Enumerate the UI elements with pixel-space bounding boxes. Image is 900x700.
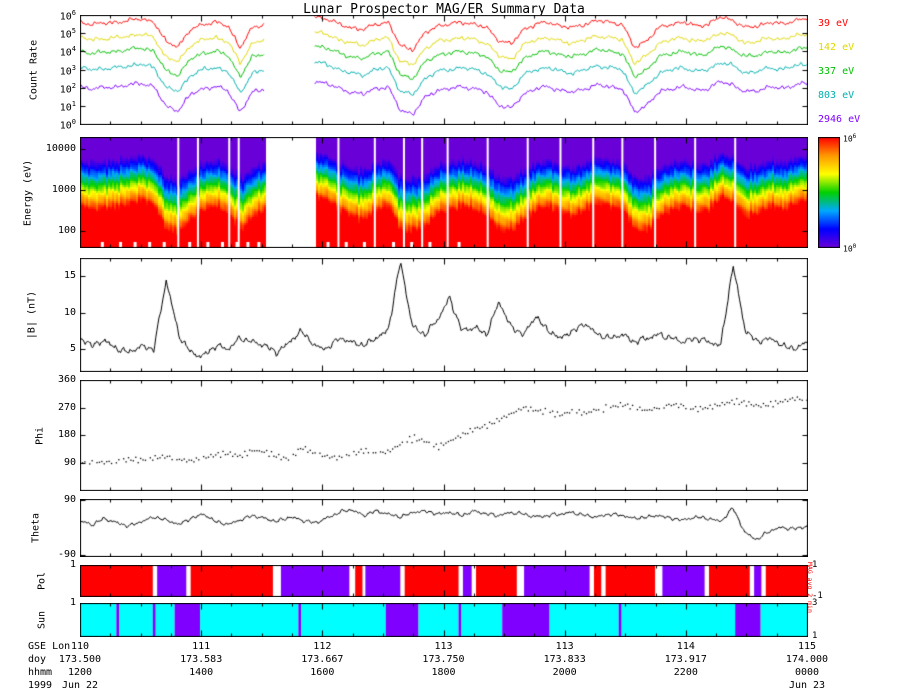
x-tick-label: 173.750 xyxy=(422,654,465,665)
x-tick-label: 1400 xyxy=(189,667,214,678)
theta-plot xyxy=(80,499,808,557)
legend-item-39-ev: 39 eV xyxy=(818,18,849,29)
y-tick-label: 270 xyxy=(57,401,76,413)
y-tick-label: 10 xyxy=(63,306,76,318)
x-axis-row-label-doy: doy xyxy=(28,654,47,665)
x-tick-label: 112 xyxy=(313,641,332,652)
chart-title: Lunar Prospector MAG/ER Summary Data xyxy=(303,2,585,17)
x-tick-label: 173.833 xyxy=(543,654,586,665)
legend-item-2946-ev: 2946 eV xyxy=(818,114,861,125)
x-tick-label: 110 xyxy=(70,641,90,652)
y-tick-label: 90 xyxy=(63,456,76,468)
y-tick-label-right: 3 xyxy=(812,598,818,608)
x-axis-row-label-hhmm: hhmm xyxy=(28,667,53,678)
x-tick-label: 2000 xyxy=(552,667,577,678)
legend-item-803-ev: 803 eV xyxy=(818,90,855,101)
y-tick-label: 360 xyxy=(57,374,76,385)
count-rate-plot xyxy=(80,15,808,125)
y-tick-label: 106 xyxy=(59,9,76,23)
legend-item-337-ev: 337 eV xyxy=(818,66,855,77)
theta-axis-label: Theta xyxy=(30,512,42,544)
y-tick-label: 5 xyxy=(69,343,76,355)
x-tick-label: 113 xyxy=(555,641,574,652)
y-tick-label: 105 xyxy=(59,27,76,41)
colorbar-tick-label: 106 xyxy=(843,133,857,144)
x-tick-label: 173.500 xyxy=(58,654,102,665)
y-tick-label: 180 xyxy=(57,429,76,440)
energy-ev-plot xyxy=(80,137,808,248)
y-tick-label: 100 xyxy=(57,224,76,236)
x-tick-label: 174.000 xyxy=(785,654,829,665)
y-tick-label: 100 xyxy=(59,118,76,132)
y-tick-label: 102 xyxy=(59,81,76,95)
count-rate-axis-label: Count Rate xyxy=(28,39,40,101)
x-tick-label: 111 xyxy=(192,641,211,652)
b-nt-axis-label: |B| (nT) xyxy=(26,290,38,340)
y-tick-label: 1000 xyxy=(51,183,76,195)
y-tick-label: 10000 xyxy=(45,143,76,155)
y-tick-label-right: 1 xyxy=(812,631,818,641)
y-tick-label-right: -1 xyxy=(812,591,823,601)
phi-plot xyxy=(80,380,808,491)
x-tick-label: 1600 xyxy=(310,667,335,678)
x-tick-label: 115 xyxy=(797,641,817,652)
sun-plot xyxy=(80,603,808,637)
x-tick-label: 0000 xyxy=(794,667,820,678)
colorbar-tick-label: 100 xyxy=(843,243,857,254)
x-tick-label: Jun 22 xyxy=(61,680,99,691)
y-tick-label: 1 xyxy=(69,559,76,570)
sun-axis-label: Sun xyxy=(36,610,48,630)
x-tick-label: 2200 xyxy=(673,667,698,678)
x-axis-row-label-1999: 1999 xyxy=(28,680,53,691)
colorbar xyxy=(818,137,840,248)
x-tick-label: 113 xyxy=(434,641,453,652)
y-tick-label: 15 xyxy=(63,270,76,282)
b-nt-plot xyxy=(80,258,808,372)
y-tick-label: 104 xyxy=(59,45,76,59)
y-tick-label: 101 xyxy=(59,99,76,114)
y-tick-label: 1 xyxy=(69,597,76,608)
x-tick-label: 173.917 xyxy=(664,654,707,665)
y-tick-label: 103 xyxy=(59,63,76,77)
legend-item-142-ev: 142 eV xyxy=(818,42,855,53)
side-note: MAG avg 2 min xyxy=(806,562,814,613)
pol-axis-label: Pol xyxy=(36,571,48,591)
y-tick-label-right: 1 xyxy=(812,560,818,570)
x-tick-label: 173.583 xyxy=(180,654,223,665)
y-tick-label: -90 xyxy=(57,548,76,560)
x-tick-label: 1800 xyxy=(431,667,456,678)
y-tick-label: 90 xyxy=(63,494,76,506)
pol-plot xyxy=(80,565,808,597)
energy-ev-axis-label: Energy (eV) xyxy=(22,159,34,226)
phi-axis-label: Phi xyxy=(34,426,46,445)
x-tick-label: 173.667 xyxy=(301,654,344,665)
x-tick-label: 114 xyxy=(676,641,695,652)
x-tick-label: Jun 23 xyxy=(788,680,826,691)
x-tick-label: 1200 xyxy=(67,667,93,678)
x-axis-row-label-gse-lon: GSE Lon xyxy=(28,641,71,652)
